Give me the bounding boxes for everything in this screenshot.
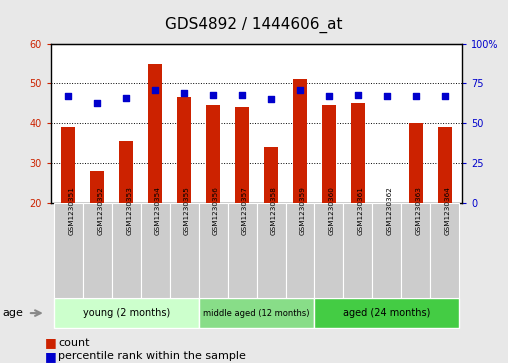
Bar	[199, 298, 314, 328]
Point	[267, 97, 275, 102]
Point	[93, 100, 101, 106]
Bar	[264, 147, 278, 203]
Point	[180, 90, 188, 96]
Text: GSM1230357: GSM1230357	[242, 186, 248, 235]
Bar	[314, 203, 343, 298]
Text: percentile rank within the sample: percentile rank within the sample	[58, 351, 246, 362]
Text: age: age	[3, 308, 23, 318]
Point	[441, 93, 449, 99]
Point	[354, 92, 362, 98]
Bar	[83, 203, 112, 298]
Text: GDS4892 / 1444606_at: GDS4892 / 1444606_at	[165, 16, 343, 33]
Bar	[54, 298, 199, 328]
Bar	[170, 203, 199, 298]
Bar	[322, 105, 336, 203]
Text: GSM1230355: GSM1230355	[184, 186, 190, 235]
Point	[412, 93, 420, 99]
Bar	[54, 203, 83, 298]
Bar	[343, 203, 372, 298]
Text: GSM1230361: GSM1230361	[358, 186, 364, 235]
Bar	[228, 203, 257, 298]
Point	[64, 93, 72, 99]
Bar	[293, 79, 307, 203]
Bar	[206, 105, 220, 203]
Point	[151, 87, 159, 93]
Point	[238, 92, 246, 98]
Bar	[112, 203, 141, 298]
Bar	[235, 107, 249, 203]
Bar	[408, 123, 423, 203]
Bar	[401, 203, 430, 298]
Text: GSM1230356: GSM1230356	[213, 186, 219, 235]
Bar	[199, 203, 228, 298]
Text: GSM1230353: GSM1230353	[126, 186, 132, 235]
Text: GSM1230351: GSM1230351	[68, 186, 74, 235]
Point	[122, 95, 130, 101]
Text: GSM1230358: GSM1230358	[271, 186, 277, 235]
Bar	[285, 203, 314, 298]
Bar	[177, 97, 192, 203]
Text: ■: ■	[45, 337, 57, 350]
Text: aged (24 months): aged (24 months)	[343, 308, 431, 318]
Point	[383, 93, 391, 99]
Text: GSM1230359: GSM1230359	[300, 186, 306, 235]
Bar	[61, 127, 75, 203]
Bar	[372, 203, 401, 298]
Bar	[148, 64, 163, 203]
Text: GSM1230360: GSM1230360	[329, 186, 335, 235]
Bar	[257, 203, 285, 298]
Point	[296, 87, 304, 93]
Bar	[90, 171, 105, 203]
Text: GSM1230354: GSM1230354	[155, 186, 161, 235]
Text: GSM1230364: GSM1230364	[445, 186, 451, 235]
Text: middle aged (12 months): middle aged (12 months)	[203, 309, 310, 318]
Bar	[314, 298, 459, 328]
Text: ■: ■	[45, 350, 57, 363]
Point	[325, 93, 333, 99]
Text: GSM1230352: GSM1230352	[97, 186, 103, 235]
Bar	[438, 127, 452, 203]
Text: count: count	[58, 338, 90, 348]
Text: young (2 months): young (2 months)	[82, 308, 170, 318]
Point	[209, 92, 217, 98]
Bar	[351, 103, 365, 203]
Text: GSM1230362: GSM1230362	[387, 186, 393, 235]
Text: GSM1230363: GSM1230363	[416, 186, 422, 235]
Bar	[430, 203, 459, 298]
Bar	[141, 203, 170, 298]
Bar	[119, 141, 134, 203]
